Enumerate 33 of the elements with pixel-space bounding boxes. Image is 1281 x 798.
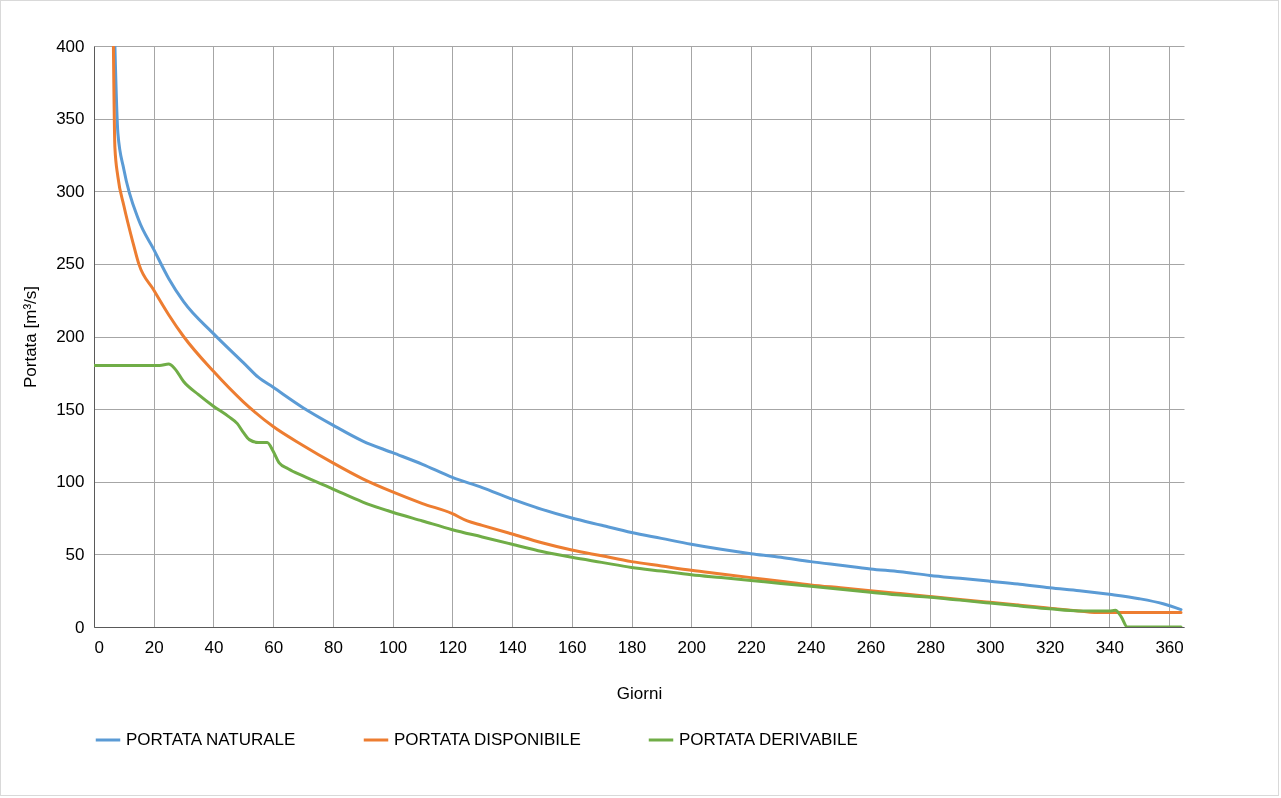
y-tick-label: 150	[56, 399, 85, 419]
y-tick-label: 400	[56, 36, 85, 56]
x-tick-label: 100	[378, 637, 408, 657]
x-tick-label: 220	[737, 637, 766, 657]
y-tick-label: 0	[75, 617, 85, 637]
y-axis-title: Portata [m³/s]	[21, 285, 41, 389]
x-tick-label: 140	[498, 637, 527, 657]
x-tick-label: 0	[94, 637, 104, 657]
y-tick-label: 100	[56, 472, 85, 492]
legend-label: PORTATA DERIVABILE	[679, 730, 858, 749]
y-tick-label: 300	[56, 181, 85, 201]
x-tick-label: 120	[438, 637, 468, 657]
x-tick-label: 20	[144, 637, 164, 657]
x-axis-title: Giorni	[616, 683, 663, 703]
x-tick-label: 40	[204, 637, 224, 657]
legend-label: PORTATA DISPONIBILE	[394, 730, 581, 749]
x-tick-label: 300	[976, 637, 1005, 657]
x-tick-label: 240	[797, 637, 826, 657]
y-tick-label: 250	[56, 254, 85, 274]
x-tick-label: 360	[1155, 637, 1184, 657]
y-tick-label: 350	[56, 109, 85, 129]
x-tick-label: 280	[916, 637, 945, 657]
x-tick-label: 60	[264, 637, 284, 657]
x-tick-label: 180	[617, 637, 647, 657]
y-tick-label: 50	[65, 544, 85, 564]
x-tick-label: 260	[856, 637, 886, 657]
x-tick-label: 340	[1095, 637, 1125, 657]
y-tick-label: 200	[56, 327, 85, 346]
legend-label: PORTATA NATURALE	[126, 730, 296, 749]
x-tick-label: 320	[1035, 637, 1065, 657]
x-tick-label: 160	[558, 637, 587, 657]
x-tick-label: 80	[323, 637, 343, 657]
x-tick-label: 200	[677, 637, 706, 657]
